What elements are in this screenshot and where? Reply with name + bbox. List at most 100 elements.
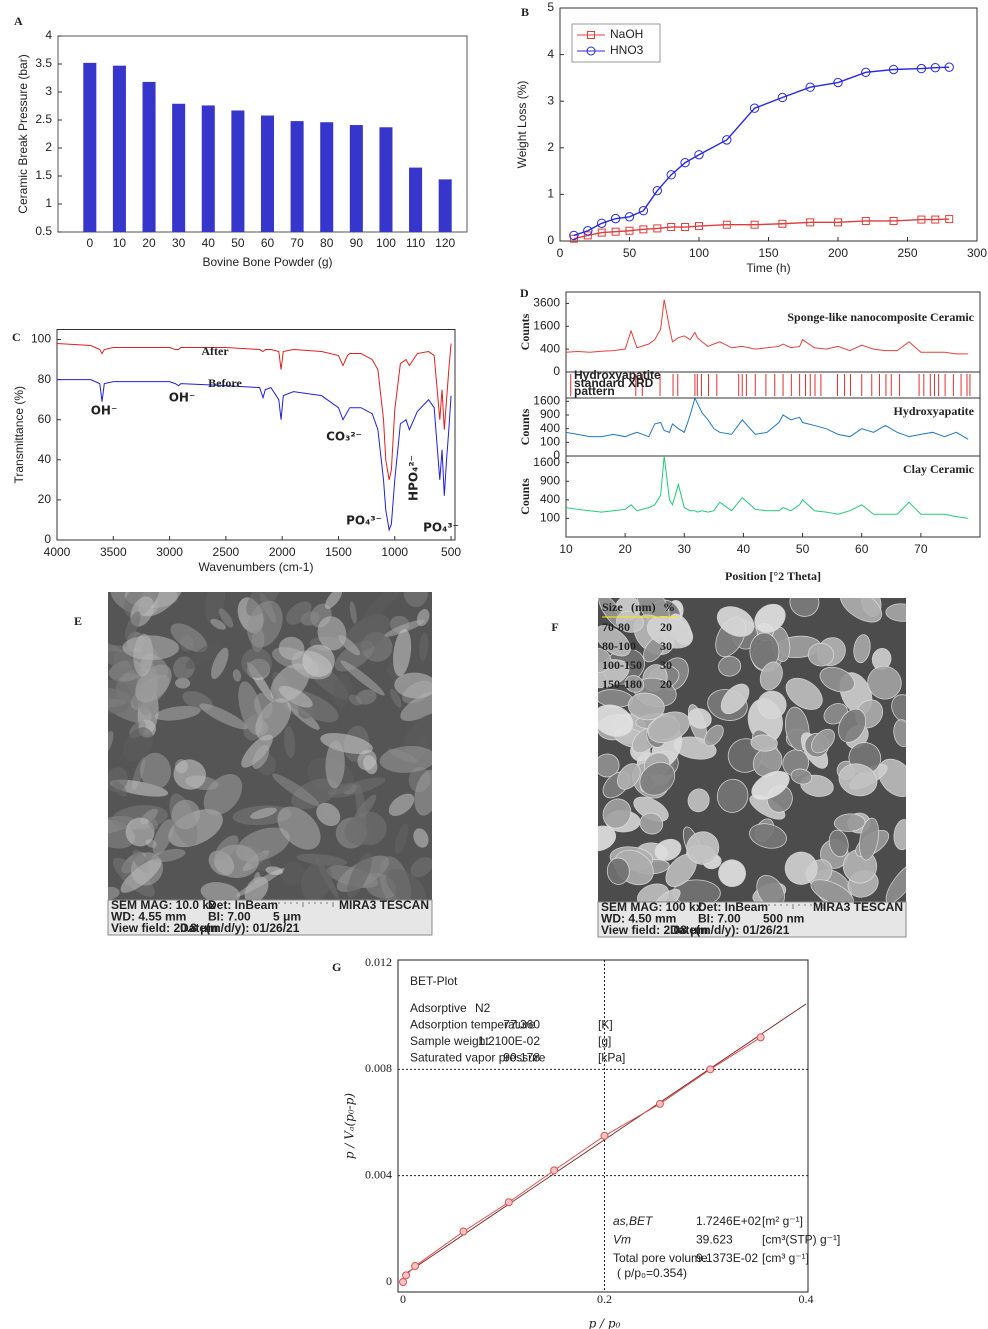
sem-brand: MIRA3 TESCAN — [339, 898, 429, 912]
grain — [686, 831, 720, 865]
x-tick-label: 0 — [400, 1292, 406, 1306]
marker — [722, 220, 731, 229]
annotation: PO₄³⁻ — [346, 514, 382, 528]
pattern-line — [565, 455, 969, 519]
grain — [171, 799, 201, 830]
point — [706, 1065, 715, 1074]
grain — [301, 861, 332, 902]
x-tick-label: 10 — [113, 236, 127, 250]
x-tick-label: 1500 — [325, 545, 352, 559]
grain — [394, 823, 409, 855]
marker — [639, 225, 648, 234]
marker — [930, 62, 940, 73]
sem-footer-text: Date(m/d/y): 01/26/21 — [670, 923, 790, 937]
marker — [611, 227, 620, 236]
marker — [667, 223, 676, 232]
bar — [83, 62, 97, 232]
marker — [777, 92, 788, 103]
grain — [344, 817, 373, 846]
grain — [410, 857, 432, 878]
grain — [394, 672, 432, 699]
y-tick-label: 0.004 — [365, 1167, 392, 1181]
marker — [624, 212, 635, 222]
grain — [859, 817, 880, 861]
grain — [272, 773, 320, 806]
x-tick-label: 0 — [557, 246, 564, 260]
grain — [807, 642, 835, 667]
marker — [610, 213, 621, 224]
y-axis-label: Counts — [518, 478, 532, 515]
y-axis-label: Ceramic Break Pressure (bar) — [16, 54, 30, 213]
bar — [172, 103, 186, 232]
grain — [839, 598, 883, 623]
sem-footer — [107, 899, 433, 936]
table-cell: 70-80 — [602, 620, 630, 634]
grain — [647, 711, 690, 744]
parameter: [kPa] — [598, 1051, 625, 1065]
x-tick-label: 20 — [618, 542, 632, 556]
grain — [598, 753, 620, 778]
table-header: (nm) — [631, 600, 656, 614]
panel-label: D — [520, 286, 529, 300]
grain — [617, 763, 641, 790]
x-tick-label: 70 — [290, 236, 304, 250]
grain — [828, 829, 849, 858]
pattern-label: Clay Ceramic — [903, 462, 975, 476]
grain — [210, 618, 226, 630]
parameter: 90.178 — [503, 1051, 540, 1065]
grain — [348, 694, 362, 706]
grain — [384, 619, 425, 637]
y-tick-label: 3.5 — [35, 56, 52, 70]
grain — [125, 817, 155, 847]
grain — [853, 634, 871, 664]
grain — [838, 763, 878, 797]
grain — [140, 752, 172, 790]
grain — [329, 777, 386, 798]
result: Vm — [613, 1233, 631, 1247]
legend-label: HNO3 — [610, 43, 644, 57]
grain — [241, 647, 273, 678]
legend-marker — [587, 31, 595, 39]
marker — [569, 230, 579, 241]
result: Total pore volume — [613, 1251, 708, 1265]
y-tick-label: 0.5 — [35, 224, 52, 238]
marker — [944, 62, 954, 72]
y-tick-label: 900 — [540, 407, 560, 421]
grain — [122, 635, 180, 661]
grain — [379, 746, 432, 773]
grain — [784, 851, 818, 885]
grain — [302, 644, 335, 678]
table-cell: 80-100 — [602, 639, 636, 653]
sem-footer-text: WD: 4.55 mm — [111, 910, 186, 924]
series-line — [57, 379, 452, 532]
marker — [695, 222, 703, 231]
pattern-label: Sponge-like nanocomposite Ceramic — [787, 310, 974, 324]
grain — [247, 600, 283, 648]
grain — [108, 679, 132, 714]
marker — [666, 170, 676, 180]
grain — [265, 866, 284, 876]
x-tick-label: 150 — [758, 246, 778, 260]
grain — [606, 857, 630, 885]
table-cell: 20 — [660, 677, 672, 691]
x-tick-label: 30 — [172, 236, 186, 250]
chart-title: BET-Plot — [410, 974, 458, 988]
reference-label: pattern — [574, 384, 615, 398]
y-tick-label: 1600 — [533, 393, 560, 407]
x-tick-label: 30 — [678, 542, 692, 556]
result: [m² g⁻¹] — [762, 1214, 803, 1228]
marker — [597, 228, 606, 237]
parameter: 1.2100E-02 — [478, 1034, 540, 1048]
sem-image — [108, 592, 432, 935]
y-tick-label: 1600 — [533, 318, 560, 332]
marker — [889, 216, 898, 225]
grain — [867, 665, 902, 700]
grain — [789, 598, 820, 617]
marker — [638, 206, 649, 216]
x-tick-label: 70 — [914, 542, 928, 556]
point — [550, 1166, 559, 1175]
parameter: N2 — [475, 1001, 491, 1015]
x-tick-label: 3500 — [100, 545, 127, 559]
bar — [201, 105, 215, 232]
